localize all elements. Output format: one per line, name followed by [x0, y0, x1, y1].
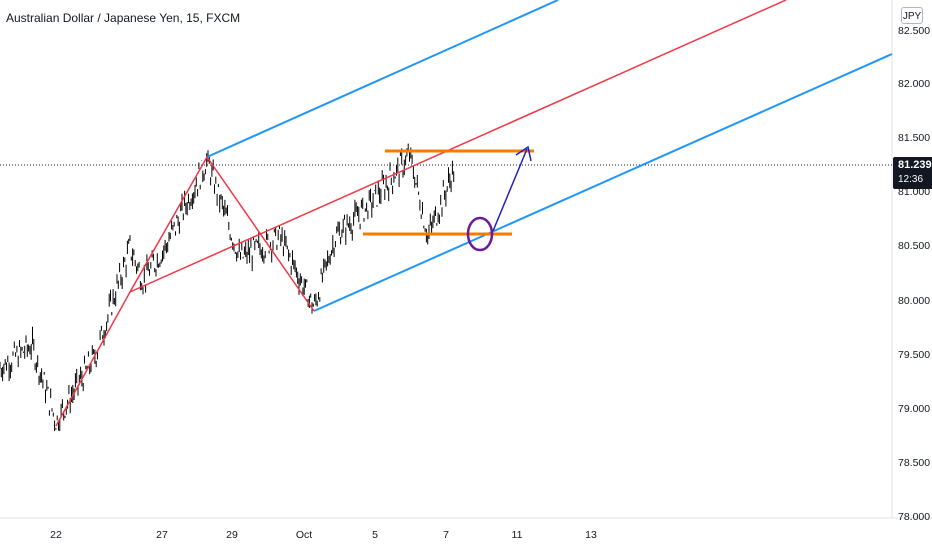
x-tick: 29	[226, 529, 238, 541]
y-tick: 82.000	[898, 78, 930, 90]
price-axis[interactable]: 82.500 82.000 81.500 81.000 80.500 80.00…	[898, 25, 930, 523]
x-tick: 5	[372, 529, 378, 541]
x-tick: 27	[156, 529, 168, 541]
y-tick: 79.500	[898, 349, 930, 361]
y-tick: 79.000	[898, 403, 930, 415]
pitchfork-median-line[interactable]	[129, 0, 787, 293]
y-tick: 80.500	[898, 240, 930, 252]
x-tick: Oct	[296, 529, 312, 541]
last-price-value: 81.239	[898, 159, 932, 171]
bounce-circle[interactable]	[466, 216, 494, 252]
last-price-label: 81.239 12:36	[893, 157, 932, 189]
time-axis[interactable]: 22 27 29 Oct 5 7 11 13	[50, 529, 597, 541]
x-tick: 22	[50, 529, 62, 541]
pitchfork-lower-line[interactable]	[313, 53, 893, 312]
x-tick: 13	[585, 529, 597, 541]
y-tick: 78.000	[898, 511, 930, 523]
x-tick: 7	[443, 529, 449, 541]
zigzag-line[interactable]	[55, 155, 315, 427]
projection-arrow[interactable]	[492, 148, 528, 232]
x-tick: 11	[512, 529, 523, 541]
arrow-head	[515, 145, 532, 162]
y-tick: 82.500	[898, 25, 930, 37]
y-tick: 81.500	[898, 132, 930, 144]
y-tick: 81.000	[898, 186, 930, 198]
price-candles	[0, 143, 455, 432]
currency-button[interactable]: JPY	[901, 7, 923, 24]
chart-title: Australian Dollar / Japanese Yen, 15, FX…	[6, 11, 240, 25]
pitchfork-upper-line[interactable]	[206, 0, 559, 158]
bar-countdown: 12:36	[898, 174, 924, 185]
y-tick: 78.500	[898, 457, 930, 469]
y-tick: 80.000	[898, 295, 930, 307]
